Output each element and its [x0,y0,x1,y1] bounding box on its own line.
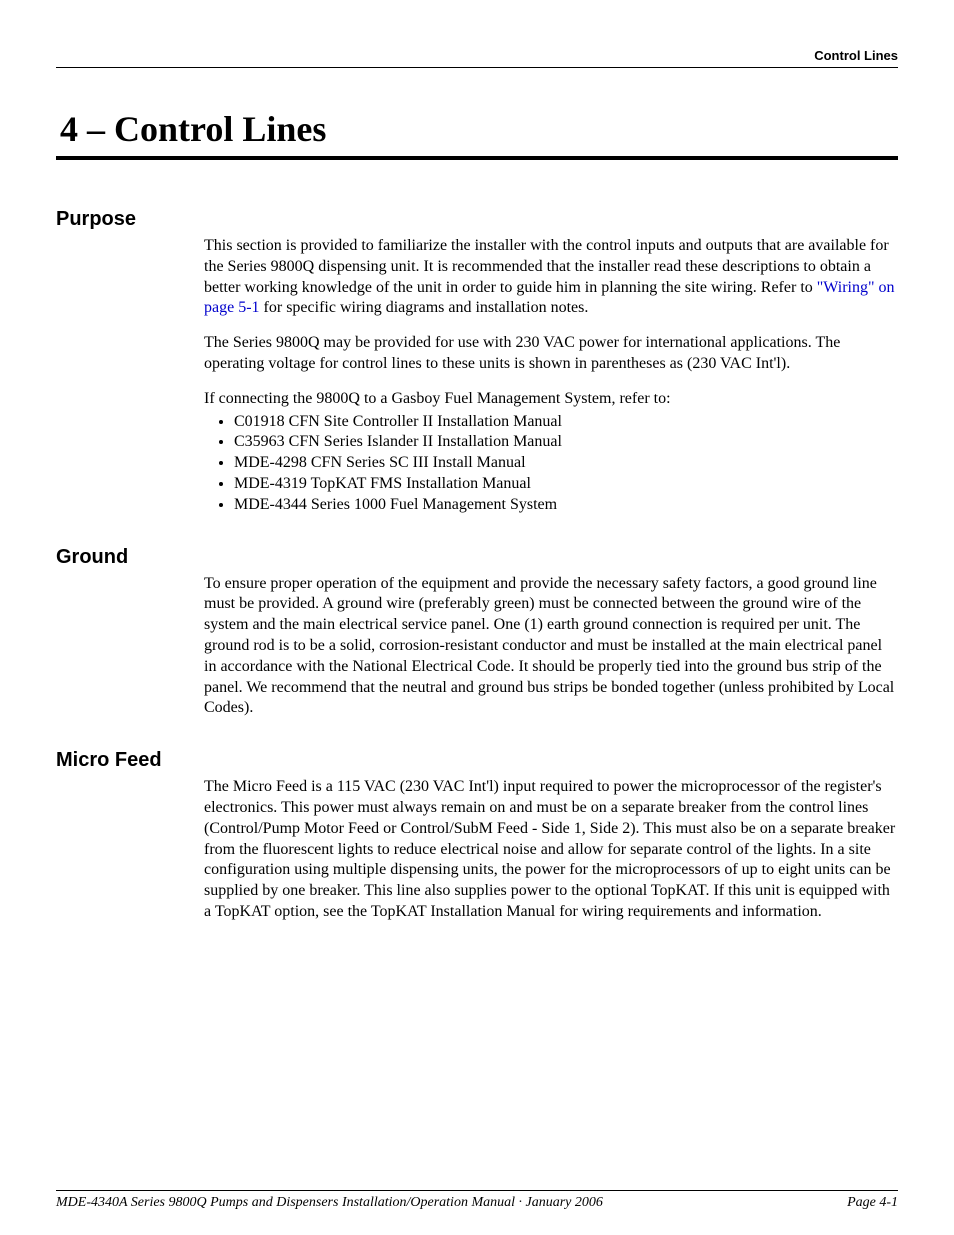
section-body-ground: To ensure proper operation of the equipm… [204,546,898,720]
purpose-p1-text-before: This section is provided to familiarize … [204,237,889,296]
reference-item: C35963 CFN Series Islander II Installati… [234,432,898,453]
section-heading-purpose: Purpose [56,208,204,516]
page-footer: MDE-4340A Series 9800Q Pumps and Dispens… [56,1190,898,1211]
ground-paragraph-1: To ensure proper operation of the equipm… [204,574,898,720]
reference-item: MDE-4298 CFN Series SC III Install Manua… [234,453,898,474]
reference-item: MDE-4344 Series 1000 Fuel Management Sys… [234,495,898,516]
purpose-paragraph-2: The Series 9800Q may be provided for use… [204,333,898,375]
chapter-title: 4 – Control Lines [56,108,898,150]
footer-page-number: Page 4-1 [847,1195,898,1211]
purpose-paragraph-3: If connecting the 9800Q to a Gasboy Fuel… [204,389,898,516]
purpose-p1-text-after: for specific wiring diagrams and install… [260,299,589,316]
section-heading-micro-feed: Micro Feed [56,749,204,923]
section-body-micro-feed: The Micro Feed is a 115 VAC (230 VAC Int… [204,749,898,923]
footer-manual-title: MDE-4340A Series 9800Q Pumps and Dispens… [56,1195,603,1211]
section-body-purpose: This section is provided to familiarize … [204,208,898,516]
section-heading-ground: Ground [56,546,204,720]
section-ground: Ground To ensure proper operation of the… [56,546,898,720]
reference-list: C01918 CFN Site Controller II Installati… [204,412,898,516]
purpose-refs-intro: If connecting the 9800Q to a Gasboy Fuel… [204,390,671,407]
section-micro-feed: Micro Feed The Micro Feed is a 115 VAC (… [56,749,898,923]
page: Control Lines 4 – Control Lines Purpose … [0,0,954,1235]
running-head: Control Lines [56,48,898,68]
chapter-title-rule [56,156,898,160]
purpose-paragraph-1: This section is provided to familiarize … [204,236,898,319]
section-purpose: Purpose This section is provided to fami… [56,208,898,516]
reference-item: C01918 CFN Site Controller II Installati… [234,412,898,433]
reference-item: MDE-4319 TopKAT FMS Installation Manual [234,474,898,495]
micro-feed-paragraph-1: The Micro Feed is a 115 VAC (230 VAC Int… [204,777,898,923]
